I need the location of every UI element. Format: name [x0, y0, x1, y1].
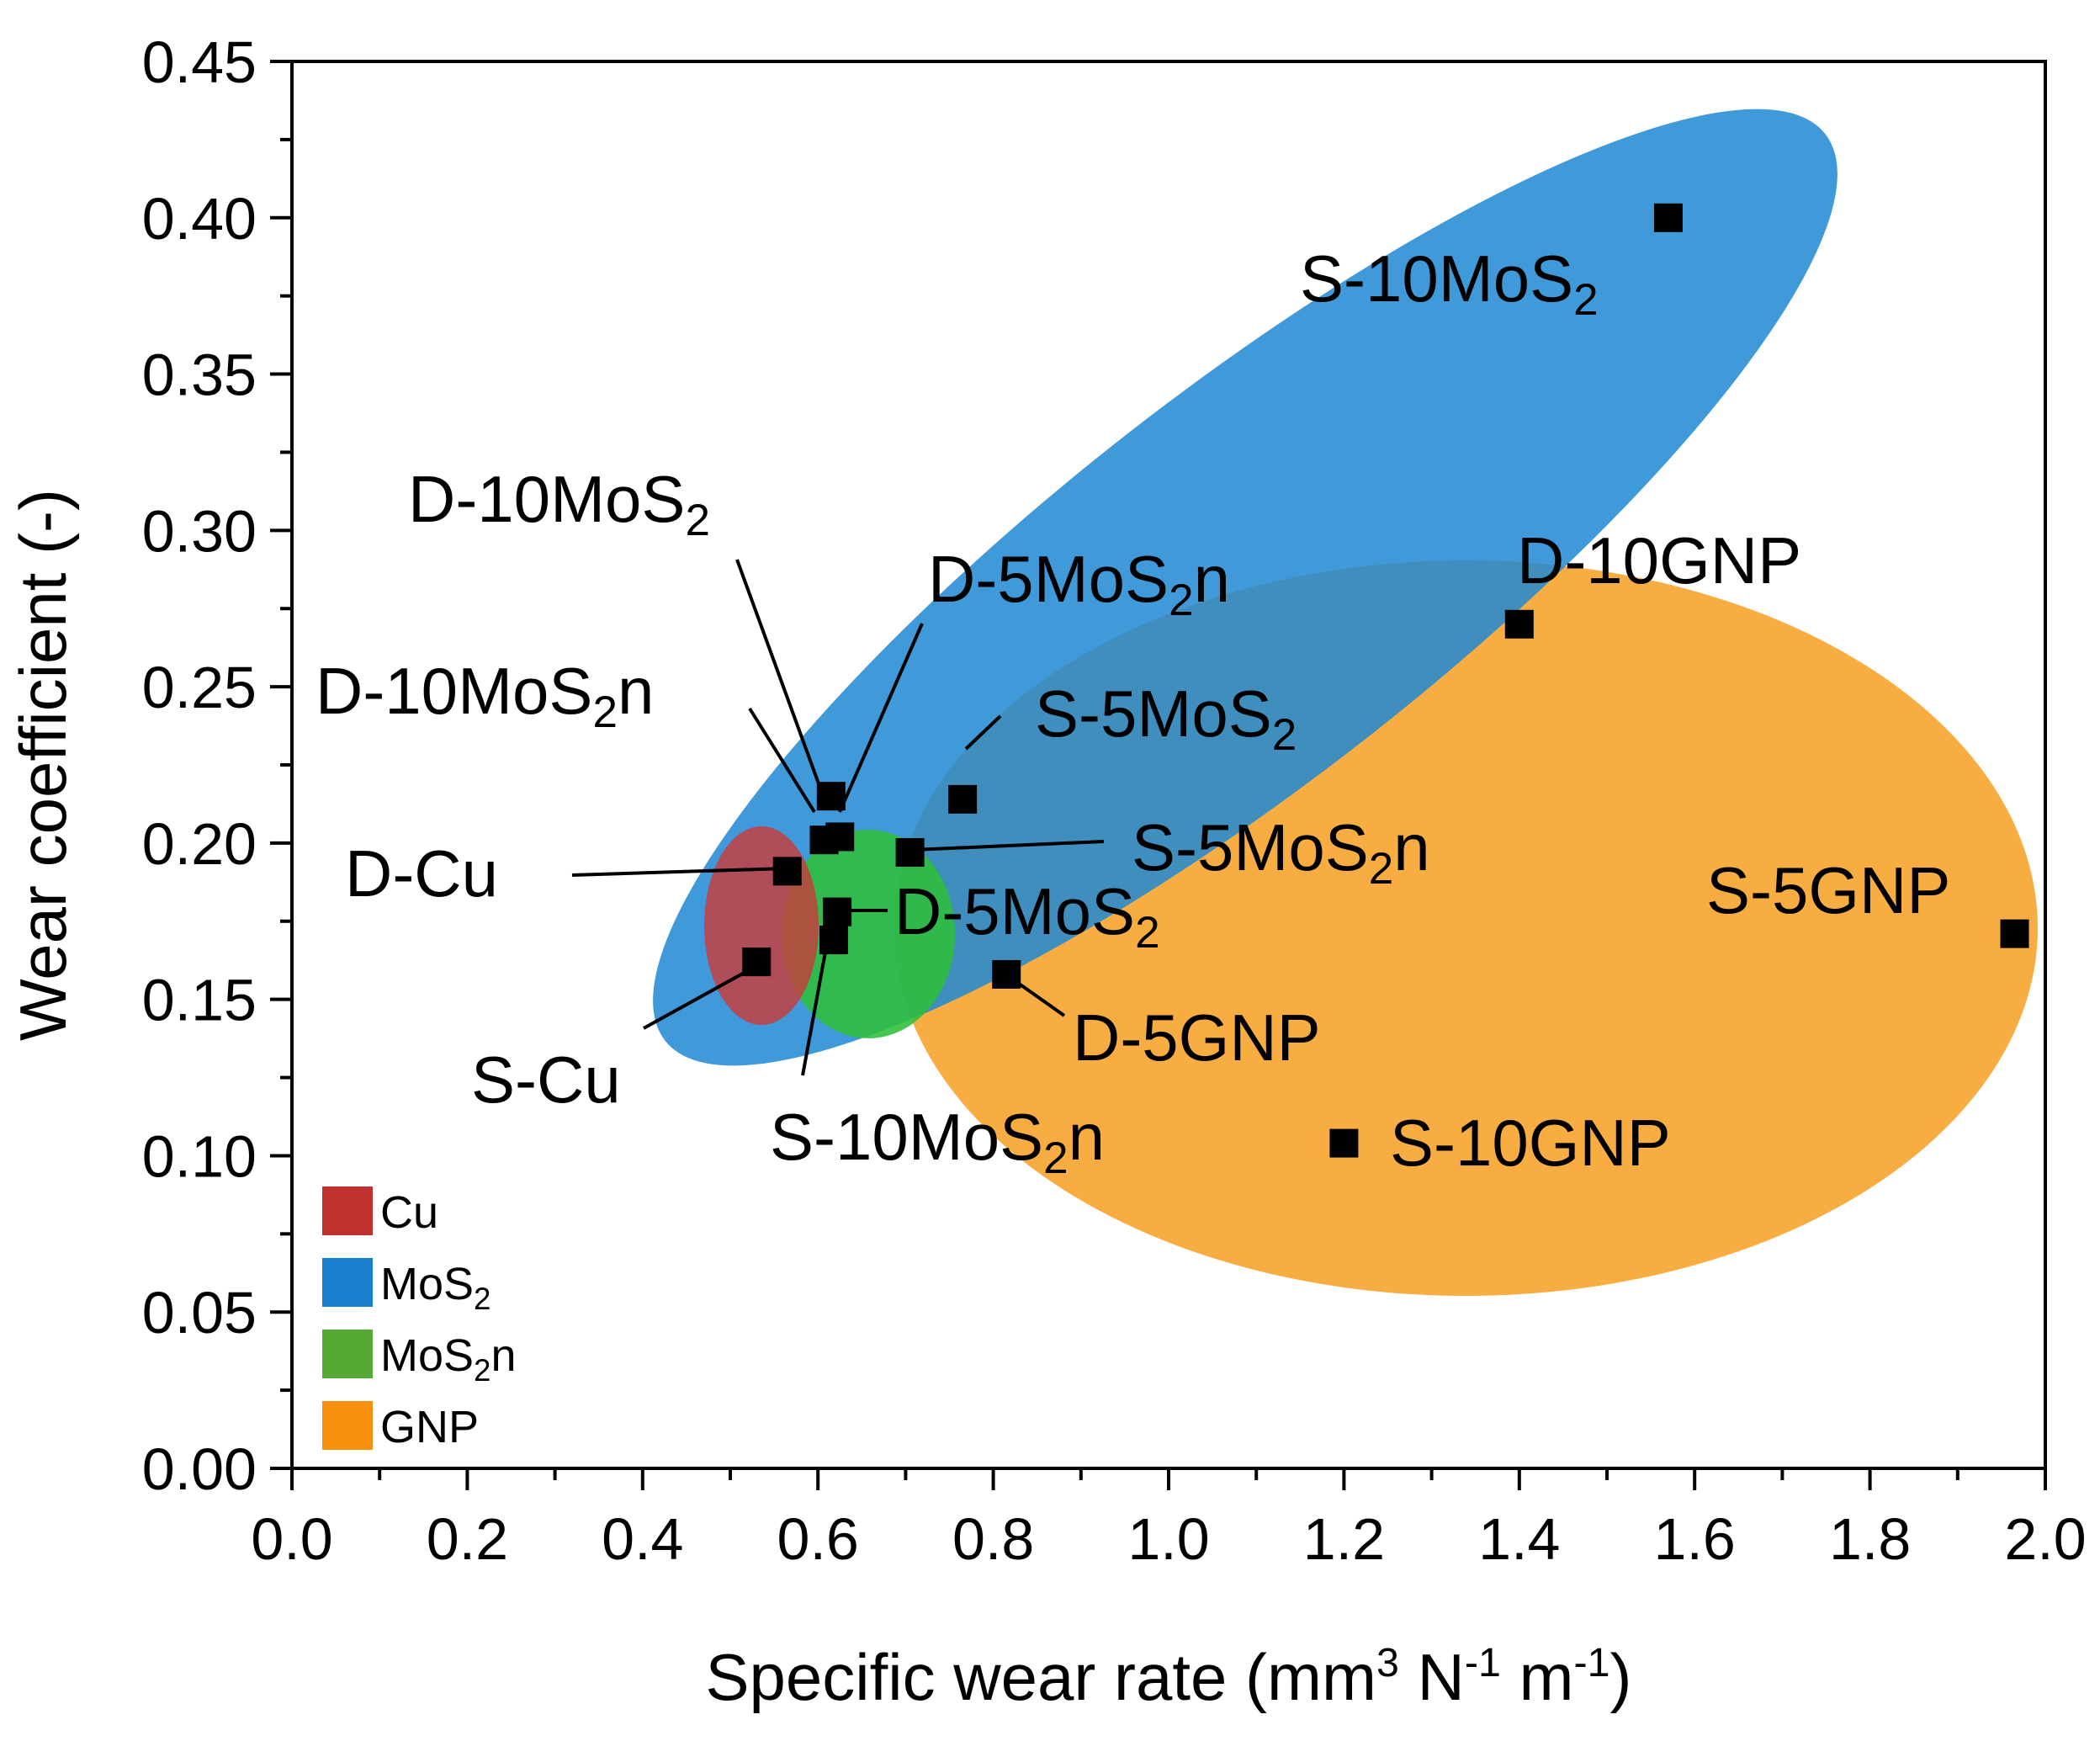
label-D-5GNP: D-5GNP	[1073, 1001, 1321, 1075]
label-D-10MoS2n: D-10MoS2n	[316, 654, 654, 737]
y-tick-label: 0.00	[142, 1436, 257, 1502]
marker-D-5MoS2	[823, 897, 852, 926]
label-D-10GNP: D-10GNP	[1517, 523, 1801, 597]
legend-swatch-mos2n	[322, 1330, 373, 1378]
region-cu	[704, 826, 819, 1025]
marker-S-5GNP	[2000, 919, 2029, 948]
legend-swatch-gnp	[322, 1401, 373, 1450]
data-markers	[742, 203, 2029, 1158]
x-tick-label: 1.4	[1478, 1506, 1560, 1572]
x-axis-title: Specific wear rate (mm3 N-1 m-1)	[705, 1640, 1631, 1714]
legend-swatch-mos2	[322, 1258, 373, 1307]
label-D-10MoS2: D-10MoS2	[408, 462, 710, 545]
label-S-5MoS2: S-5MoS2	[1035, 677, 1297, 760]
x-tick-label: 0.4	[602, 1506, 683, 1572]
region-mos2	[653, 109, 1838, 1066]
label-S-Cu: S-Cu	[471, 1043, 621, 1117]
y-tick-label: 0.20	[142, 811, 257, 877]
legend-label-mos2: MoS2	[380, 1259, 491, 1316]
label-S-5GNP: S-5GNP	[1706, 853, 1950, 927]
marker-S-5MoS2n	[895, 838, 925, 868]
marker-D-10MoS2	[816, 782, 846, 811]
region-mos2n	[782, 830, 955, 1038]
y-tick-label: 0.35	[142, 342, 257, 408]
legend-label-cu: Cu	[380, 1187, 438, 1238]
x-tick-label: 2.0	[2004, 1506, 2086, 1572]
marker-D-Cu	[772, 857, 802, 886]
legend-swatch-cu	[322, 1186, 373, 1235]
marker-D-5GNP	[992, 959, 1021, 989]
x-tick-label: 1.2	[1303, 1506, 1385, 1572]
marker-D-10MoS2n	[809, 825, 839, 855]
x-tick-label: 1.8	[1829, 1506, 1911, 1572]
marker-S-Cu	[742, 947, 772, 977]
x-tick-label: 0.8	[952, 1506, 1034, 1572]
marker-S-10MoS2	[1653, 203, 1683, 232]
y-tick-label: 0.15	[142, 968, 257, 1033]
label-S-10MoS2: S-10MoS2	[1300, 242, 1599, 325]
x-tick-label: 0.0	[251, 1506, 332, 1572]
legend-label-mos2n: MoS2n	[380, 1330, 517, 1388]
y-tick-label: 0.05	[142, 1280, 257, 1346]
y-tick-label: 0.45	[142, 29, 257, 95]
y-tick-label: 0.30	[142, 498, 257, 564]
y-axis-title: Wear coefficient (-)	[6, 489, 80, 1041]
marker-S-10MoS2n	[819, 926, 848, 955]
legend-label-gnp: GNP	[380, 1402, 479, 1452]
marker-S-5MoS2	[948, 784, 978, 814]
x-tick-label: 1.0	[1127, 1506, 1209, 1572]
y-tick-label: 0.40	[142, 186, 257, 252]
leader-lines	[571, 559, 1105, 1076]
label-D-5MoS2: D-5MoS2	[894, 874, 1160, 958]
x-tick-label: 0.6	[777, 1506, 859, 1572]
marker-D-10GNP	[1504, 609, 1534, 639]
x-tick-label: 1.6	[1654, 1506, 1736, 1572]
point-labels: S-10MoS2 D-10MoS2 D-5MoS2n D-10GNP D-10M…	[316, 242, 1950, 1183]
legend: Cu MoS2 MoS2n GNP	[322, 1186, 517, 1452]
marker-S-10GNP	[1329, 1128, 1359, 1158]
y-tick-label: 0.25	[142, 655, 257, 720]
y-tick-label: 0.10	[142, 1123, 257, 1189]
label-D-Cu: D-Cu	[345, 836, 498, 910]
label-S-10GNP: S-10GNP	[1390, 1106, 1671, 1180]
axis-ticks: 0.0 0.2 0.4 0.6 0.8 1.0 1.2 1.4 1.6 1.8 2.0 0.00 0.0…	[142, 29, 2087, 1572]
x-tick-label: 0.2	[427, 1506, 508, 1572]
